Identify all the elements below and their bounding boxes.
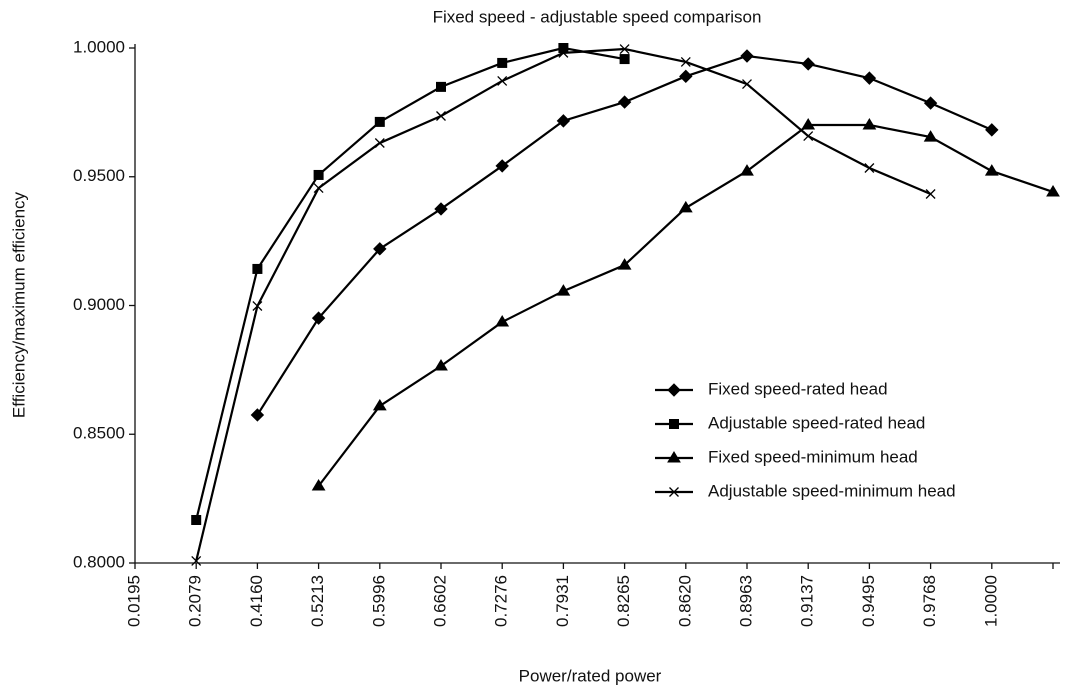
- marker: [374, 138, 385, 148]
- legend-label: Fixed speed-minimum head: [708, 447, 918, 466]
- marker: [803, 131, 814, 142]
- marker: [617, 258, 632, 270]
- marker: [669, 419, 679, 429]
- marker: [436, 81, 446, 92]
- marker: [801, 57, 815, 71]
- marker: [801, 118, 816, 130]
- legend-label: Fixed speed-rated head: [708, 379, 888, 398]
- marker: [678, 200, 693, 213]
- marker: [864, 163, 875, 173]
- marker: [862, 71, 877, 85]
- x-tick-label: 0.5996: [369, 575, 388, 627]
- series-line: [195, 46, 625, 521]
- marker: [373, 242, 387, 256]
- marker: [311, 479, 326, 491]
- marker: [667, 451, 681, 463]
- x-tick-label: 0.4160: [247, 575, 266, 627]
- marker: [925, 189, 936, 199]
- x-tick-label: 0.7931: [553, 575, 572, 627]
- y-tick-label: 0.9500: [73, 166, 125, 185]
- x-tick-label: 0.9495: [859, 575, 878, 627]
- x-tick-label: 0.9768: [920, 575, 939, 627]
- marker: [374, 116, 385, 127]
- x-tick-label: 0.8265: [614, 575, 633, 627]
- marker: [434, 202, 448, 216]
- marker: [252, 263, 263, 274]
- y-axis-label: Efficiency/maximum efficiency: [9, 191, 28, 418]
- x-tick-label: 0.8963: [736, 575, 755, 627]
- x-tick-label: 0.5213: [308, 575, 327, 627]
- marker: [742, 79, 752, 90]
- marker: [250, 408, 265, 422]
- marker: [667, 383, 681, 397]
- marker: [495, 159, 509, 173]
- y-tick-label: 1.0000: [73, 37, 125, 56]
- marker: [740, 49, 754, 63]
- marker: [923, 130, 938, 142]
- marker: [740, 164, 754, 176]
- x-tick-label: 0.8620: [675, 575, 694, 627]
- series-line: [317, 123, 1054, 487]
- marker: [619, 54, 630, 65]
- marker: [862, 118, 877, 130]
- marker: [556, 284, 571, 296]
- marker: [984, 164, 999, 176]
- marker: [252, 301, 263, 311]
- y-tick-label: 0.9000: [73, 295, 125, 314]
- marker: [617, 95, 632, 109]
- marker: [619, 44, 630, 54]
- marker: [558, 43, 569, 53]
- x-tick-label: 0.7276: [492, 575, 511, 627]
- x-axis-label: Power/rated power: [519, 666, 662, 685]
- marker: [1046, 184, 1060, 197]
- x-tick-label: 0.9137: [798, 575, 817, 627]
- marker: [680, 56, 691, 67]
- legend-label: Adjustable speed-rated head: [708, 413, 925, 432]
- marker: [372, 398, 387, 411]
- marker: [556, 114, 571, 128]
- marker: [923, 96, 938, 110]
- marker: [679, 69, 693, 84]
- marker: [311, 311, 326, 325]
- x-tick-label: 1.0000: [981, 575, 1000, 627]
- x-tick-label: 0.6602: [430, 575, 449, 627]
- chart-title: Fixed speed - adjustable speed compariso…: [433, 7, 762, 26]
- y-tick-label: 0.8000: [73, 552, 125, 571]
- marker: [191, 514, 202, 525]
- marker: [436, 111, 446, 121]
- legend-label: Adjustable speed-minimum head: [708, 481, 956, 500]
- x-tick-label: 0.0195: [124, 575, 143, 627]
- marker: [313, 169, 324, 180]
- marker: [497, 76, 508, 86]
- marker: [985, 123, 999, 137]
- series-line: [256, 54, 993, 416]
- marker: [191, 555, 202, 566]
- marker: [434, 359, 448, 371]
- marker: [497, 57, 508, 68]
- x-tick-label: 0.2079: [186, 575, 205, 627]
- y-tick-label: 0.8500: [73, 424, 125, 443]
- marker: [669, 487, 679, 497]
- marker: [558, 47, 569, 58]
- marker: [495, 315, 510, 327]
- marker: [313, 183, 324, 194]
